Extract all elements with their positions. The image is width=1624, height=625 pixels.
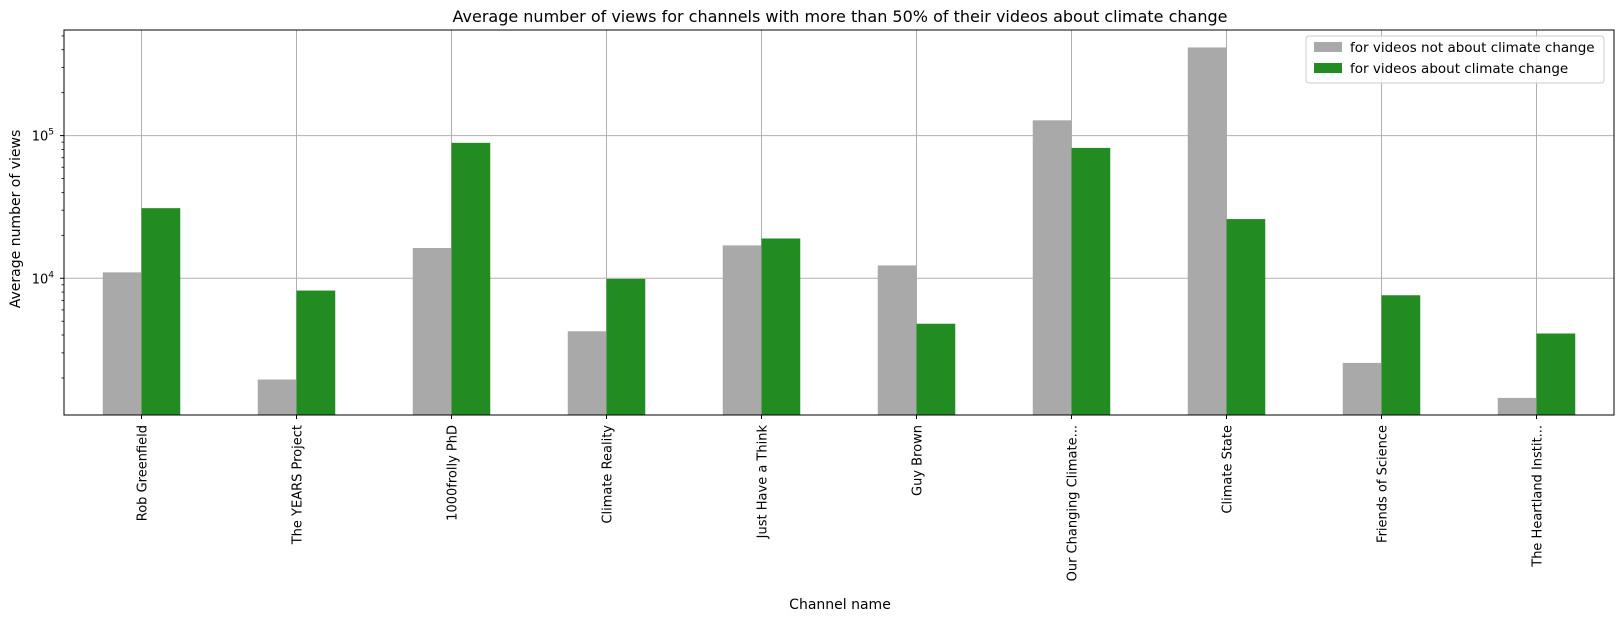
bar-not-climate	[722, 245, 762, 415]
bar-not-climate	[567, 331, 607, 415]
bar-climate	[451, 142, 491, 415]
legend-label: for videos not about climate change	[1350, 40, 1595, 56]
y-axis-label: Average number of views	[8, 130, 24, 309]
bar-climate	[1536, 333, 1576, 415]
bar-climate	[1381, 295, 1421, 415]
x-tick-label: Just Have a Think	[756, 425, 771, 540]
legend-swatch	[1314, 42, 1342, 52]
y-tick-label: 104	[32, 270, 55, 287]
legend: for videos not about climate change for v…	[1305, 35, 1605, 84]
bar-not-climate	[877, 265, 917, 415]
x-tick-label: The Heartland Instit...	[1531, 425, 1546, 568]
tick-labels: Rob Greenfield The YEARS Project 1000froll…	[32, 128, 1546, 582]
bar-not-climate	[412, 247, 452, 415]
bar-climate	[1071, 147, 1111, 415]
bar-climate	[141, 208, 181, 415]
legend-box	[1305, 35, 1605, 84]
gridlines	[64, 30, 1614, 415]
bar-not-climate	[1342, 362, 1382, 415]
bar-not-climate	[1032, 120, 1072, 415]
x-tick-label: The YEARS Project	[291, 425, 306, 545]
bar-climate	[1226, 219, 1266, 415]
bar-not-climate	[102, 272, 142, 415]
bar-climate	[916, 323, 956, 415]
bar-climate	[606, 278, 646, 415]
plot-frame	[63, 29, 1615, 416]
bar-not-climate	[1497, 397, 1537, 415]
x-tick-label: Guy Brown	[911, 425, 926, 496]
x-tick-label: Climate Reality	[601, 425, 616, 524]
legend-swatch	[1314, 63, 1342, 73]
legend-label: for videos about climate change	[1350, 61, 1568, 77]
x-tick-label: Rob Greenfield	[136, 425, 151, 521]
x-tick-label: Friends of Science	[1376, 425, 1391, 543]
x-tick-label: 1000frolly PhD	[446, 425, 461, 521]
bar-not-climate	[1187, 47, 1227, 415]
bar-not-climate	[257, 379, 297, 415]
bars	[102, 47, 1576, 415]
bar-climate	[761, 238, 801, 415]
y-tick-label: 105	[32, 128, 54, 145]
axes	[60, 29, 1615, 419]
x-tick-label: Our Changing Climate...	[1066, 425, 1081, 581]
x-tick-label: Climate State	[1221, 425, 1236, 514]
bar-climate	[296, 290, 336, 415]
chart-title: Average number of views for channels wit…	[453, 7, 1228, 26]
x-axis-label: Channel name	[789, 597, 891, 613]
